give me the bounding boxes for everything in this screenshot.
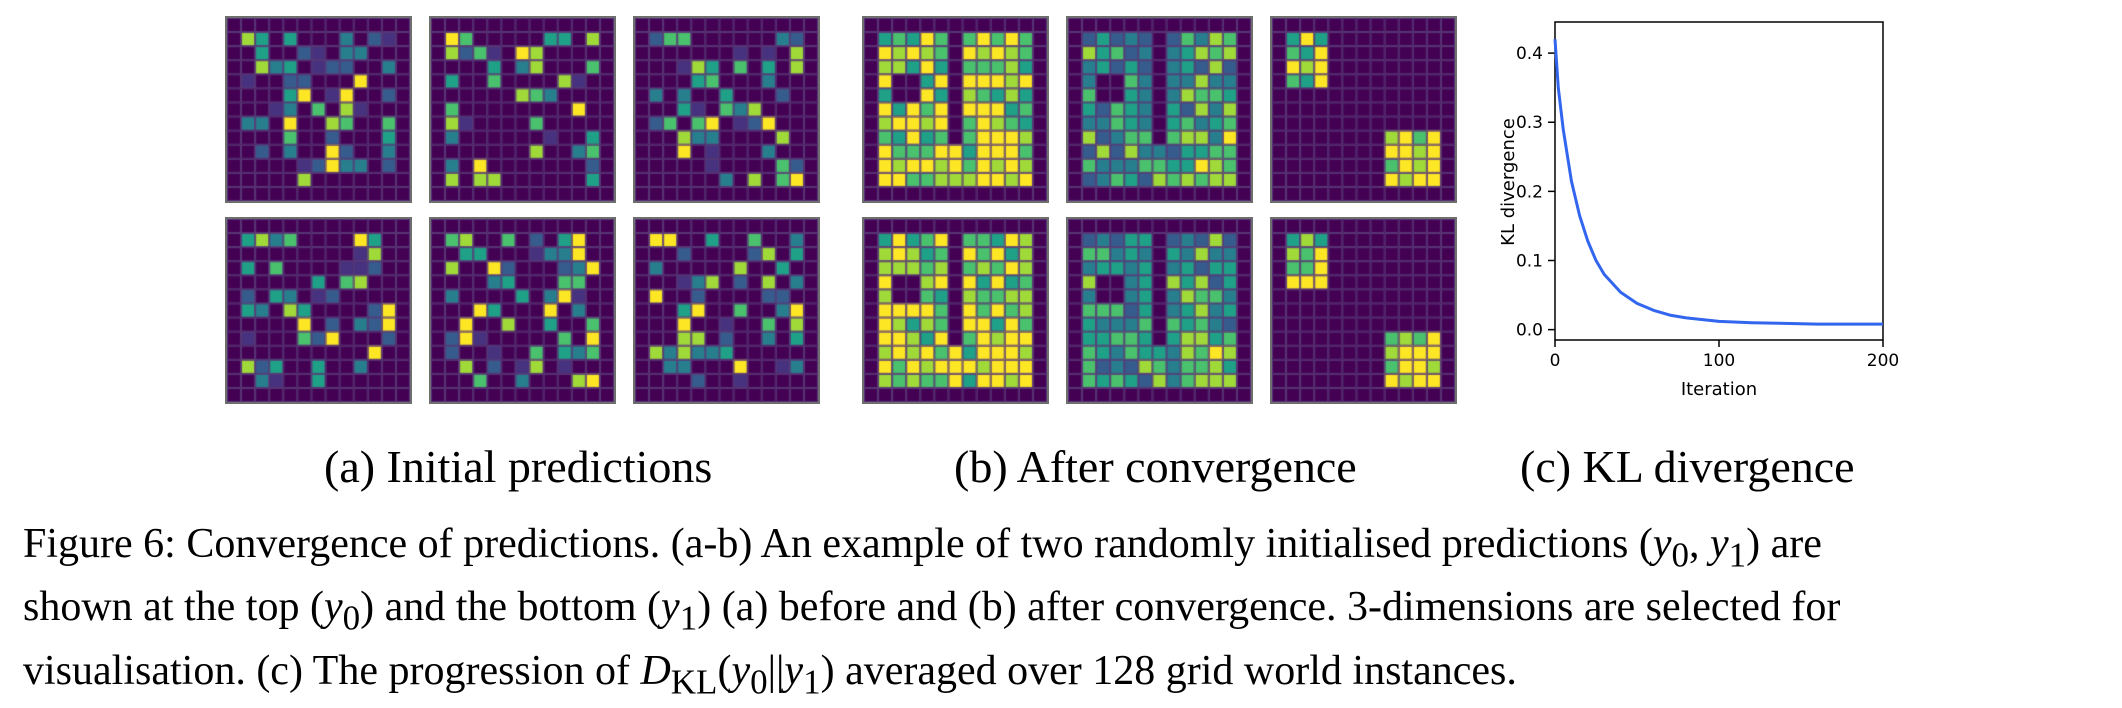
grid-b-top-3 — [1270, 16, 1457, 203]
grid-a-bot-1 — [225, 217, 412, 404]
subcaption-c: (c) KL divergence — [1520, 441, 1855, 492]
chart-ytick-label: 0.3 — [1516, 113, 1543, 133]
grid-b-top-1 — [862, 16, 1049, 203]
chart-frame — [1554, 21, 1884, 341]
figure-caption: Figure 6: Convergence of predictions. (a… — [23, 518, 2113, 708]
subcaption-a: (a) Initial predictions — [324, 441, 713, 492]
grid-b-bot-3 — [1270, 217, 1457, 404]
grid-a-top-2 — [429, 16, 616, 203]
grid-a-top-3 — [633, 16, 820, 203]
caption-line-3: visualisation. (c) The progression of DK… — [23, 647, 1517, 702]
grid-b-bot-1 — [862, 217, 1049, 404]
chart-ytick-label: 0.1 — [1516, 252, 1543, 272]
chart-xlabel: Iteration — [1681, 379, 1757, 400]
caption-line-2: shown at the top (y0) and the bottom (y1… — [23, 584, 1841, 638]
chart-ytick-label: 0.0 — [1516, 321, 1543, 341]
chart-xtick-label: 200 — [1867, 351, 1899, 371]
chart-ytick-label: 0.2 — [1516, 182, 1543, 202]
chart-series-line — [1553, 39, 1883, 326]
grid-a-bot-2 — [429, 217, 616, 404]
grid-a-top-1 — [225, 16, 412, 203]
chart-xtick-label: 100 — [1703, 351, 1735, 371]
grid-b-top-2 — [1066, 16, 1253, 203]
caption-line-1: Figure 6: Convergence of predictions. (a… — [23, 521, 1822, 575]
chart-axes: 0 100 200 0.0 0.1 0.2 0.3 0.4 — [1516, 21, 1899, 371]
grid-b-bot-2 — [1066, 217, 1253, 404]
chart-ylabel: KL divergence — [1498, 118, 1519, 246]
kl-divergence-chart: 0 100 200 0.0 0.1 0.2 0.3 0.4 KL divergence Ite… — [1498, 21, 1899, 400]
grid-a-bot-3 — [633, 217, 820, 404]
subcaption-b: (b) After convergence — [954, 441, 1357, 492]
chart-series — [1553, 39, 1883, 326]
chart-xtick-label: 0 — [1550, 351, 1561, 371]
chart-ytick-label: 0.4 — [1516, 44, 1543, 64]
